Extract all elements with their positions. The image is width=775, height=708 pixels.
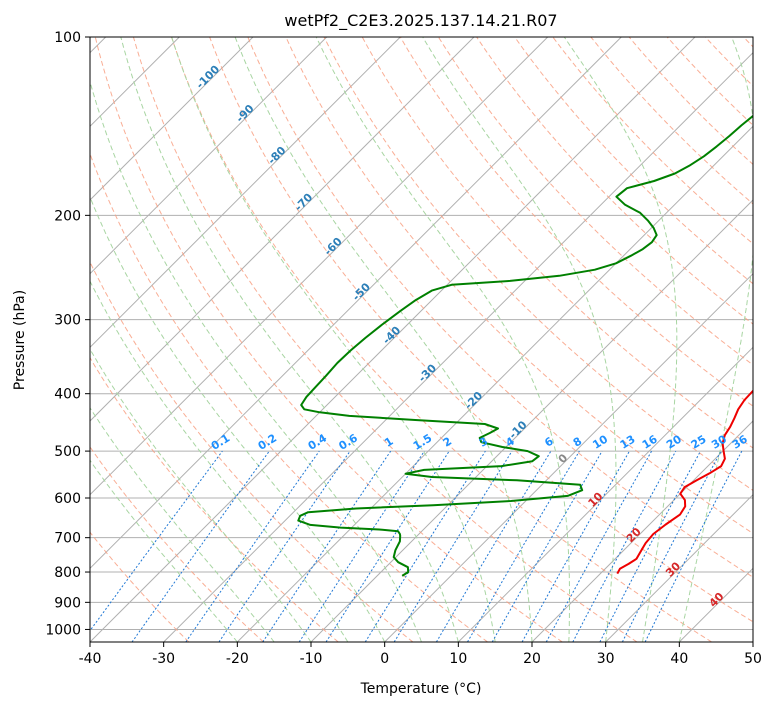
moist-adiabat-line bbox=[171, 37, 496, 642]
dry-adiabat-line bbox=[94, 37, 563, 642]
x-tick-label: 10 bbox=[449, 651, 467, 667]
x-tick-label: 40 bbox=[670, 651, 688, 667]
mixing-ratio-line bbox=[185, 450, 320, 642]
isotherm-line bbox=[90, 37, 401, 349]
mixing-ratio-line bbox=[521, 450, 630, 642]
dry-adiabat-line bbox=[90, 152, 488, 642]
isotherm-line bbox=[90, 37, 696, 642]
isotherm-line bbox=[384, 272, 753, 642]
mixing-ratio-line bbox=[572, 450, 677, 642]
dry-adiabat-line bbox=[90, 260, 414, 642]
isotherm-line bbox=[236, 125, 753, 642]
mixing-ratio-line bbox=[218, 450, 351, 642]
dewpoint-profile bbox=[297, 114, 753, 577]
x-tick-label: 30 bbox=[597, 651, 615, 667]
x-tick-label: 0 bbox=[380, 651, 389, 667]
plot-frame bbox=[89, 36, 754, 643]
moist-adiabat-line bbox=[678, 37, 753, 642]
y-tick-label: 600 bbox=[54, 491, 81, 507]
dry-adiabat-line bbox=[437, 37, 753, 366]
isotherm-line bbox=[90, 37, 549, 496]
moist-adiabat-line bbox=[234, 37, 533, 642]
moist-adiabat-line bbox=[90, 348, 312, 642]
y-tick-label: 800 bbox=[54, 565, 81, 581]
mixing-ratio-line bbox=[545, 450, 653, 642]
y-tick-label: 700 bbox=[54, 531, 81, 547]
x-tick-label: 20 bbox=[523, 651, 541, 667]
mixing-ratio-line bbox=[262, 450, 392, 642]
dry-adiabat-line bbox=[171, 37, 712, 642]
isotherm-line bbox=[163, 51, 753, 642]
isotherm-line bbox=[90, 37, 622, 570]
isotherm-line bbox=[605, 493, 753, 642]
dry-adiabat-line bbox=[90, 356, 339, 642]
x-tick-label: 50 bbox=[744, 651, 762, 667]
x-tick-label: -10 bbox=[300, 651, 323, 667]
moist-adiabat-line bbox=[90, 196, 386, 642]
dry-adiabat-line bbox=[90, 531, 190, 642]
y-tick-label: 900 bbox=[54, 595, 81, 611]
dry-adiabat-line bbox=[132, 37, 638, 642]
mixing-ratio-line bbox=[90, 450, 223, 632]
y-tick-label: 1000 bbox=[45, 622, 81, 638]
mixing-ratio-line bbox=[393, 450, 513, 642]
dry-adiabat-line bbox=[90, 446, 264, 642]
x-tick-label: -20 bbox=[226, 651, 249, 667]
chart-title: wetPf2_C2E3.2025.137.14.21.R07 bbox=[284, 11, 557, 31]
temperature-profile bbox=[616, 388, 753, 575]
y-tick-label: 500 bbox=[54, 444, 81, 460]
isotherm-line bbox=[90, 37, 328, 275]
x-tick-label: -30 bbox=[152, 651, 175, 667]
dry-adiabat-line bbox=[361, 37, 753, 449]
dry-adiabat-line bbox=[209, 37, 753, 623]
isotherm-line bbox=[457, 346, 753, 642]
dry-adiabat-line bbox=[285, 37, 753, 535]
y-tick-label: 200 bbox=[54, 208, 81, 224]
moist-adiabat-line bbox=[120, 37, 459, 642]
x-axis-ticks: -40 -30 -20 -10 0 10 20 30 40 50 bbox=[79, 642, 762, 667]
dry-adiabat-line bbox=[399, 37, 753, 407]
isotherm-line bbox=[90, 37, 475, 422]
mixing-ratio-line bbox=[325, 450, 450, 642]
y-tick-label: 400 bbox=[54, 387, 81, 403]
mixing-ratio-line bbox=[621, 450, 722, 642]
isotherm-line bbox=[90, 37, 254, 201]
x-axis-label: Temperature (°C) bbox=[360, 681, 482, 697]
isotherm-line bbox=[531, 420, 753, 642]
mixing-ratio-line bbox=[298, 450, 425, 642]
mixing-ratio-line bbox=[491, 450, 603, 642]
moist-adiabat-line bbox=[90, 406, 275, 642]
y-axis-ticks: 100 200 300 400 500 600 700 800 900 1000 bbox=[45, 30, 90, 638]
mixing-ratio-line bbox=[131, 450, 270, 642]
mixing-ratio-line bbox=[644, 450, 743, 642]
moist-adiabat-line bbox=[315, 37, 570, 642]
y-tick-label: 100 bbox=[54, 30, 81, 46]
sounding-series bbox=[297, 114, 753, 577]
moist-adiabat-line bbox=[422, 37, 617, 642]
moist-adiabat-line bbox=[90, 459, 238, 642]
y-tick-label: 300 bbox=[54, 313, 81, 329]
y-axis-label: Pressure (hPa) bbox=[12, 290, 28, 390]
dry-adiabat-line bbox=[247, 37, 753, 578]
moist-adiabat-line bbox=[563, 37, 678, 642]
moist-adiabat-line bbox=[90, 280, 349, 642]
x-tick-label: -40 bbox=[79, 651, 102, 667]
